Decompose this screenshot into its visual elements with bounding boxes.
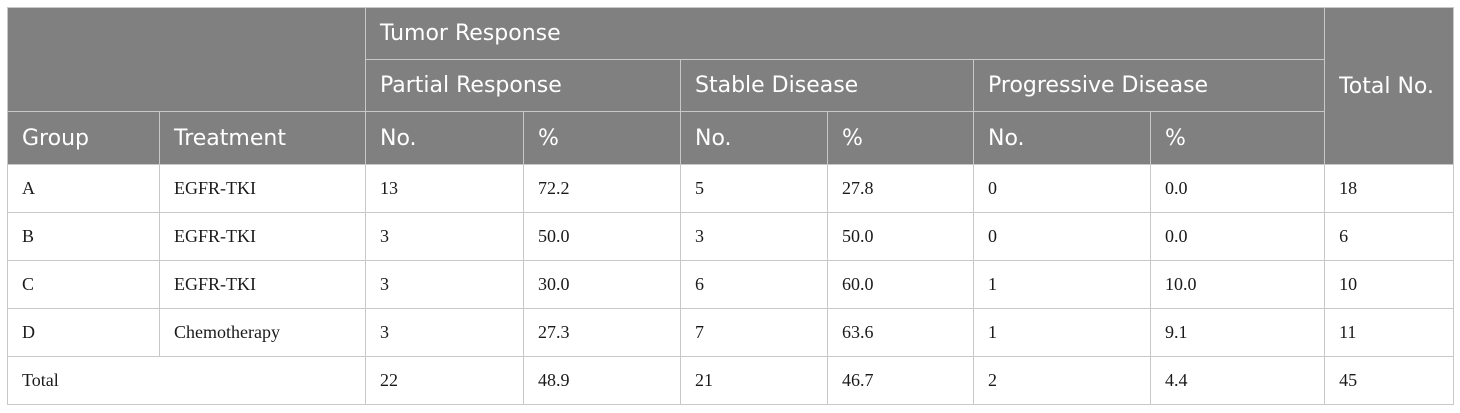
cell-pd-no: 0 xyxy=(973,212,1151,261)
cell-sd-pct: 63.6 xyxy=(827,308,974,357)
cell-pd-pct: 0.0 xyxy=(1149,164,1326,213)
cell-pr-no: 13 xyxy=(365,164,524,213)
table-row: D Chemotherapy 3 27.3 7 63.6 1 9.1 11 xyxy=(7,308,1455,357)
cell-treatment: Chemotherapy xyxy=(159,308,366,357)
cell-pd-pct: 0.0 xyxy=(1149,212,1326,261)
header-pd-pct: % xyxy=(1149,111,1326,165)
cell-pr-pct: 48.9 xyxy=(523,356,681,405)
header-treatment: Treatment xyxy=(159,111,366,165)
cell-treatment: EGFR-TKI xyxy=(159,164,366,213)
cell-pr-no: 3 xyxy=(365,212,524,261)
table-row: C EGFR-TKI 3 30.0 6 60.0 1 10.0 10 xyxy=(7,260,1455,309)
header-row-2: Partial Response Stable Disease Progress… xyxy=(8,59,1454,112)
header-progressive-disease: Progressive Disease xyxy=(972,59,1326,112)
header-sd-no: No. xyxy=(680,111,828,165)
header-pr-pct: % xyxy=(523,111,681,165)
header-group: Group xyxy=(7,111,160,165)
cell-pd-no: 2 xyxy=(973,356,1151,405)
cell-total-label: Total xyxy=(7,356,366,405)
cell-group: D xyxy=(7,308,160,357)
cell-pr-pct: 30.0 xyxy=(523,260,681,309)
table-body: A EGFR-TKI 13 72.2 5 27.8 0 0.0 18 B EGF… xyxy=(7,164,1455,405)
cell-sd-no: 3 xyxy=(680,212,828,261)
cell-group: B xyxy=(7,212,160,261)
header-total-no: Total No. xyxy=(1324,7,1455,165)
table-row: B EGFR-TKI 3 50.0 3 50.0 0 0.0 6 xyxy=(7,212,1455,261)
cell-group: A xyxy=(7,164,160,213)
cell-sd-pct: 27.8 xyxy=(827,164,974,213)
header-pr-no: No. xyxy=(365,111,524,165)
cell-sd-no: 6 xyxy=(680,260,828,309)
cell-group: C xyxy=(7,260,160,309)
cell-total: 45 xyxy=(1324,356,1455,405)
cell-pr-pct: 50.0 xyxy=(523,212,681,261)
header-sd-pct: % xyxy=(827,111,974,165)
table-total-row: Total 22 48.9 21 46.7 2 4.4 45 xyxy=(7,356,1455,405)
cell-treatment: EGFR-TKI xyxy=(159,260,366,309)
cell-total: 6 xyxy=(1324,212,1455,261)
cell-sd-no: 5 xyxy=(680,164,828,213)
cell-pr-no: 22 xyxy=(365,356,524,405)
cell-total: 11 xyxy=(1324,308,1455,357)
header-blank-cell xyxy=(7,7,366,112)
cell-total: 10 xyxy=(1324,260,1455,309)
tumor-response-table: Tumor Response Total No. Partial Respons… xyxy=(7,7,1455,405)
cell-sd-pct: 50.0 xyxy=(827,212,974,261)
cell-sd-no: 7 xyxy=(680,308,828,357)
header-row-1: Tumor Response Total No. xyxy=(7,7,1455,165)
cell-treatment: EGFR-TKI xyxy=(159,212,366,261)
header-row-3: Group Treatment No. % No. % No. % xyxy=(7,111,1454,165)
header-partial-response: Partial Response xyxy=(365,59,681,112)
header-pd-no: No. xyxy=(973,111,1151,165)
cell-pd-no: 1 xyxy=(973,308,1151,357)
cell-pr-no: 3 xyxy=(365,308,524,357)
cell-pd-pct: 9.1 xyxy=(1149,308,1326,357)
cell-pd-no: 0 xyxy=(973,164,1151,213)
cell-sd-no: 21 xyxy=(680,356,828,405)
cell-sd-pct: 60.0 xyxy=(827,260,974,309)
table-header: Tumor Response Total No. Partial Respons… xyxy=(7,7,1455,165)
cell-pr-pct: 72.2 xyxy=(523,164,681,213)
table-row: A EGFR-TKI 13 72.2 5 27.8 0 0.0 18 xyxy=(7,164,1455,213)
cell-pd-no: 1 xyxy=(973,260,1151,309)
header-stable-disease: Stable Disease xyxy=(680,59,974,112)
cell-total: 18 xyxy=(1324,164,1455,213)
cell-sd-pct: 46.7 xyxy=(827,356,974,405)
cell-pd-pct: 10.0 xyxy=(1149,260,1326,309)
cell-pd-pct: 4.4 xyxy=(1149,356,1326,405)
cell-pr-no: 3 xyxy=(365,260,524,309)
cell-pr-pct: 27.3 xyxy=(523,308,681,357)
header-tumor-response: Tumor Response xyxy=(364,7,1326,60)
